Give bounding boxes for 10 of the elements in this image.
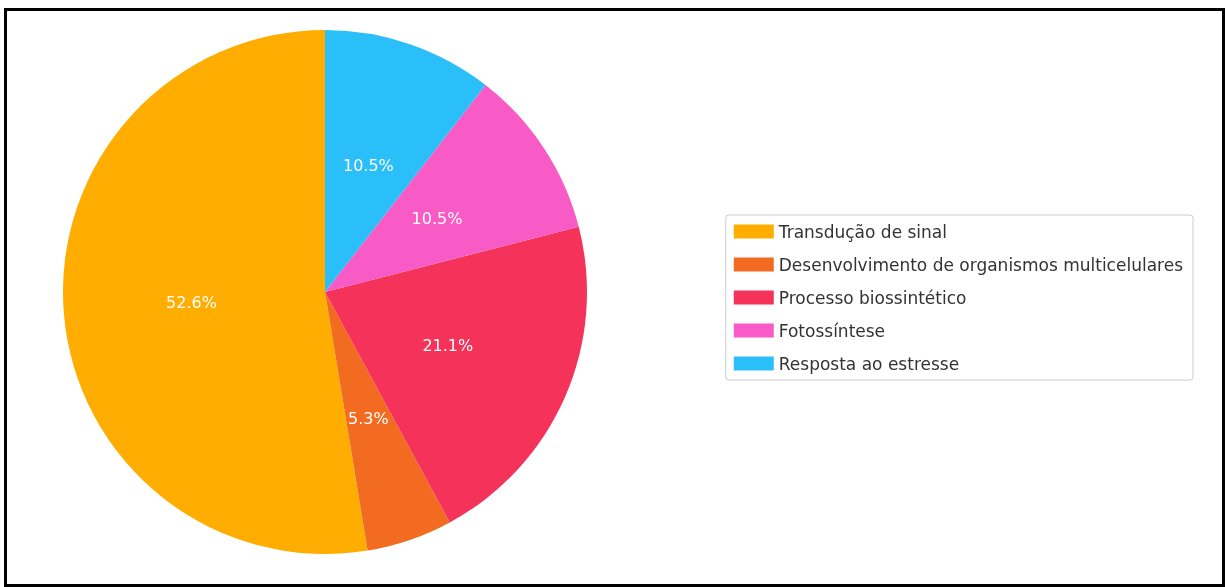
data-label: 10.5% bbox=[342, 155, 394, 175]
legend-label: Desenvolvimento de organismos multicelulares bbox=[778, 254, 1184, 275]
data-label: 21.1% bbox=[422, 336, 474, 356]
data-label: 5.3% bbox=[348, 409, 389, 429]
data-label: 10.5% bbox=[411, 208, 463, 228]
legend-label: Transdução de sinal bbox=[777, 221, 947, 242]
legend-label: Fotossíntese bbox=[778, 320, 886, 341]
data-label: 52.6% bbox=[166, 293, 217, 313]
legend-label: Processo biossintético bbox=[778, 287, 967, 308]
legend-label: Resposta ao estresse bbox=[778, 353, 960, 374]
